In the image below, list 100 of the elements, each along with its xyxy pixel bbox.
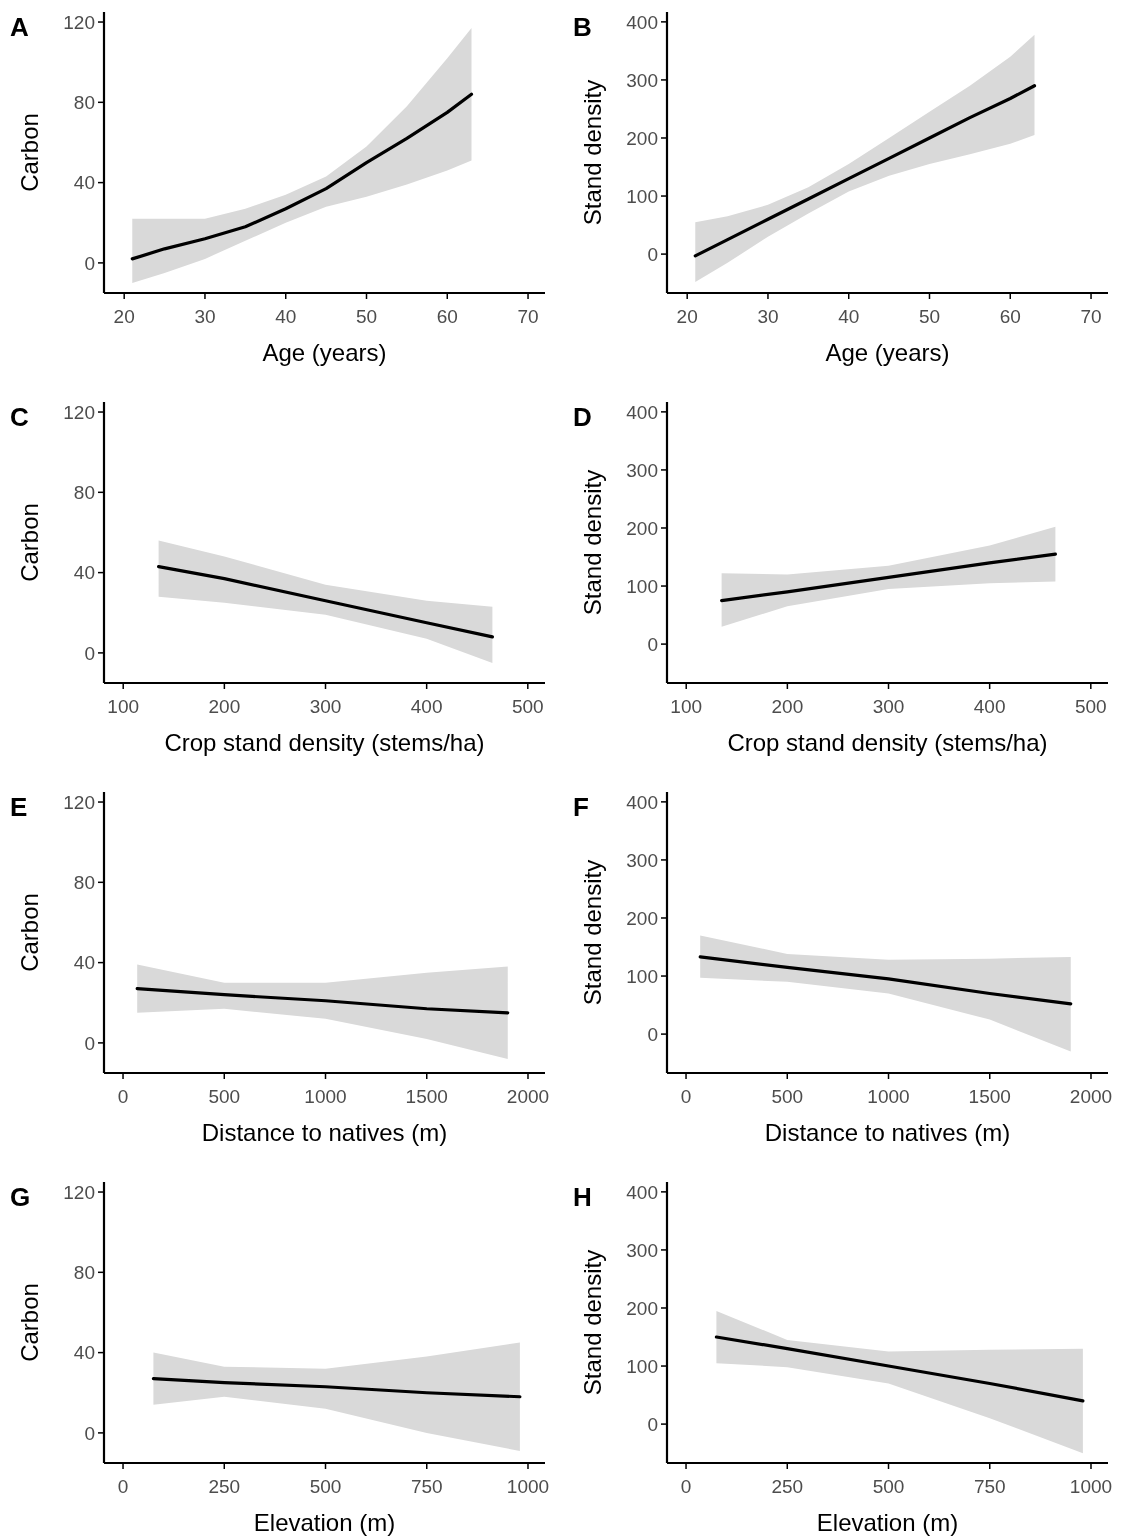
y-tick-label: 100 xyxy=(626,185,658,207)
x-tick-label: 60 xyxy=(436,306,458,327)
x-tick-label: 30 xyxy=(757,306,779,327)
x-axis-title: Distance to natives (m) xyxy=(201,1119,448,1146)
x-tick-label: 1000 xyxy=(304,1086,347,1107)
y-tick-label: 400 xyxy=(626,791,658,813)
y-tick-label: 0 xyxy=(647,633,658,655)
y-tick-label: 40 xyxy=(73,1342,95,1364)
line-series xyxy=(693,84,1037,258)
x-tick-label: 70 xyxy=(1080,306,1102,327)
x-tick-label: 1500 xyxy=(968,1086,1011,1107)
x-tick-label: 750 xyxy=(410,1476,443,1497)
x-tick-label: 0 xyxy=(117,1476,129,1497)
line-series xyxy=(135,987,510,1015)
x-tick-label: 0 xyxy=(680,1086,692,1107)
chart-title: F xyxy=(573,792,589,822)
x-tick-label: 1000 xyxy=(506,1476,550,1497)
x-tick-label: 50 xyxy=(918,306,941,327)
x-tick-label: 40 xyxy=(838,306,860,327)
x-tick-label: 20 xyxy=(113,306,135,327)
x-tick-label: 750 xyxy=(973,1476,1006,1497)
y-tick-label: 100 xyxy=(626,1355,658,1377)
y-tick-label: 0 xyxy=(647,1413,658,1435)
x-tick-label: 1000 xyxy=(1069,1476,1113,1497)
x-axis-title: Elevation (m) xyxy=(816,1509,959,1536)
x-tick-label: 1500 xyxy=(405,1086,448,1107)
x-tick-label: 500 xyxy=(872,1476,905,1497)
y-tick-label: 0 xyxy=(647,1023,658,1045)
x-tick-label: 60 xyxy=(999,306,1021,327)
y-tick-label: 40 xyxy=(73,172,95,194)
y-tick-label: 0 xyxy=(84,1422,95,1444)
x-tick-label: 20 xyxy=(676,306,698,327)
x-tick-label: 30 xyxy=(194,306,216,327)
y-tick-label: 300 xyxy=(626,1239,658,1261)
y-tick-label: 120 xyxy=(63,11,95,33)
y-tick-label: 0 xyxy=(84,1032,95,1054)
x-tick-label: 250 xyxy=(771,1476,804,1497)
chart-title: B xyxy=(573,12,592,42)
line-series xyxy=(151,1377,522,1399)
x-tick-label: 200 xyxy=(208,696,241,717)
y-tick-label: 300 xyxy=(626,69,658,91)
x-axis-title: Crop stand density (stems/ha) xyxy=(727,729,1048,756)
x-tick-label: 100 xyxy=(107,696,140,717)
x-tick-label: 200 xyxy=(771,696,804,717)
y-tick-label: 200 xyxy=(626,1297,658,1319)
y-tick-label: 200 xyxy=(626,517,658,539)
x-tick-label: 500 xyxy=(1074,696,1107,717)
x-tick-label: 300 xyxy=(309,696,342,717)
x-axis-title: Crop stand density (stems/ha) xyxy=(164,729,485,756)
chart-title: D xyxy=(573,402,592,432)
y-axis-title: Carbon xyxy=(16,893,43,972)
x-tick-label: 500 xyxy=(771,1086,804,1107)
x-tick-label: 250 xyxy=(208,1476,241,1497)
y-tick-label: 0 xyxy=(84,642,95,664)
y-tick-label: 400 xyxy=(626,11,658,33)
line-series xyxy=(698,955,1073,1006)
x-tick-label: 100 xyxy=(670,696,703,717)
chart-title: E xyxy=(10,792,28,822)
y-tick-label: 120 xyxy=(63,401,95,423)
y-axis-title: Stand density xyxy=(579,859,606,1006)
y-axis-title: Stand density xyxy=(579,1249,606,1396)
y-axis-title: Stand density xyxy=(579,79,606,226)
x-tick-label: 300 xyxy=(872,696,905,717)
line-series xyxy=(714,1335,1085,1403)
line-series xyxy=(157,564,494,639)
y-tick-label: 400 xyxy=(626,401,658,423)
y-tick-label: 0 xyxy=(647,243,658,265)
y-tick-label: 120 xyxy=(63,791,95,813)
y-tick-label: 40 xyxy=(73,562,95,584)
x-axis-title: Elevation (m) xyxy=(253,1509,396,1536)
y-axis-title: Carbon xyxy=(16,503,43,582)
x-tick-label: 40 xyxy=(275,306,297,327)
y-axis-title: Carbon xyxy=(16,1283,43,1362)
line-series xyxy=(130,92,474,261)
y-axis-title: Stand density xyxy=(579,469,606,616)
x-tick-label: 500 xyxy=(208,1086,241,1107)
x-tick-label: 70 xyxy=(517,306,539,327)
x-tick-label: 1000 xyxy=(867,1086,910,1107)
y-tick-label: 100 xyxy=(626,965,658,987)
x-tick-label: 0 xyxy=(117,1086,129,1107)
y-tick-label: 200 xyxy=(626,127,658,149)
y-axis-title: Carbon xyxy=(16,113,43,192)
y-tick-label: 40 xyxy=(73,952,95,974)
x-tick-label: 0 xyxy=(680,1476,692,1497)
y-tick-label: 0 xyxy=(84,252,95,274)
chart-title: C xyxy=(10,402,29,432)
y-tick-label: 300 xyxy=(626,459,658,481)
x-tick-label: 2000 xyxy=(506,1086,550,1107)
x-tick-label: 500 xyxy=(309,1476,342,1497)
y-tick-label: 80 xyxy=(73,1261,95,1283)
y-tick-label: 80 xyxy=(73,91,95,113)
y-tick-label: 200 xyxy=(626,907,658,929)
y-tick-label: 400 xyxy=(626,1181,658,1203)
y-tick-label: 300 xyxy=(626,849,658,871)
chart-title: H xyxy=(573,1182,592,1212)
x-tick-label: 50 xyxy=(355,306,378,327)
chart-title: G xyxy=(10,1182,31,1212)
x-tick-label: 400 xyxy=(973,696,1006,717)
x-tick-label: 400 xyxy=(410,696,443,717)
x-axis-title: Age (years) xyxy=(262,339,387,366)
